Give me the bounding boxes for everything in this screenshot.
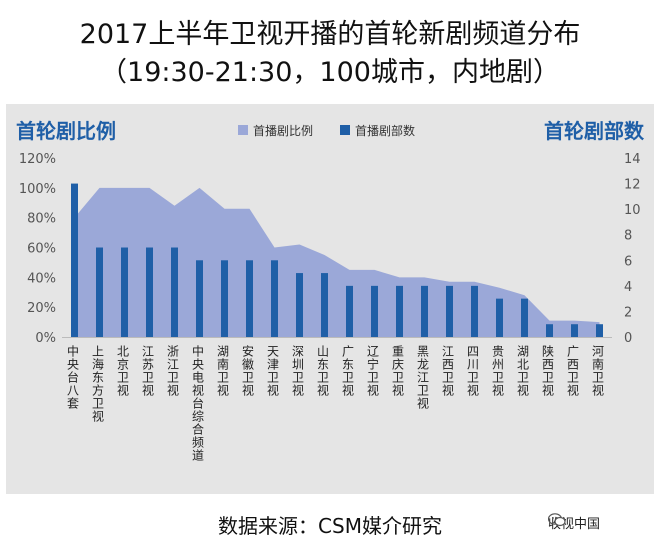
right-tick-label: 0: [624, 331, 632, 346]
legend-label-bar: 首播剧部数: [355, 123, 415, 138]
category-label: 河南卫视: [591, 345, 605, 397]
category-label: 安徽卫视: [241, 344, 255, 397]
category-label: 江苏卫视: [141, 345, 155, 397]
bar-7: [246, 260, 253, 337]
category-label: 北京卫视: [116, 345, 130, 397]
category-label: 山东卫视: [316, 345, 330, 397]
bar-17: [496, 298, 503, 337]
right-tick-label: 8: [624, 229, 632, 244]
bar-19: [546, 324, 553, 337]
left-tick-label: 120%: [19, 152, 56, 167]
legend-label-area: 首播剧比例: [253, 124, 313, 138]
category-label: 重庆卫视: [391, 345, 405, 397]
bar-15: [446, 285, 453, 337]
category-label: 天津卫视: [266, 345, 280, 397]
category-label: 深圳卫视: [291, 345, 305, 397]
bar-16: [471, 285, 478, 337]
category-label: 四川卫视: [466, 345, 480, 397]
right-tick-label: 6: [624, 254, 632, 269]
right-axis-title: 首轮剧部数: [544, 119, 645, 143]
bar-9: [296, 273, 303, 337]
category-label: 黑龙江卫视: [416, 345, 430, 410]
right-tick-label: 10: [624, 203, 641, 218]
chart-title: 2017上半年卫视开播的首轮新剧频道分布: [79, 19, 581, 50]
left-tick-label: 20%: [27, 301, 56, 316]
bar-18: [521, 298, 528, 337]
right-tick-label: 12: [624, 178, 641, 193]
category-label: 贵州卫视: [491, 345, 505, 397]
bar-5: [196, 260, 203, 337]
watermark: 收视中国: [548, 513, 600, 532]
left-tick-label: 60%: [27, 242, 56, 257]
bar-3: [146, 247, 153, 337]
category-label: 浙江卫视: [166, 345, 180, 397]
chart-subtitle: （19:30-21:30，100城市，内地剧）: [100, 57, 560, 88]
category-label: 辽宁卫视: [366, 345, 380, 397]
category-label: 中央台八套: [66, 344, 80, 410]
right-tick-label: 2: [624, 305, 632, 320]
legend-swatch-bar: [340, 125, 350, 135]
category-label: 湖南卫视: [216, 344, 230, 397]
bar-10: [321, 273, 328, 337]
bar-4: [171, 247, 178, 337]
left-tick-label: 80%: [27, 212, 56, 227]
bar-11: [346, 285, 353, 337]
category-label: 中央电视台综合频道: [191, 344, 205, 462]
left-tick-label: 40%: [27, 271, 56, 286]
bar-2: [121, 247, 128, 337]
left-tick-label: 0%: [35, 331, 56, 346]
category-label: 广西卫视: [566, 345, 580, 397]
bar-6: [221, 260, 228, 337]
bar-12: [371, 285, 378, 337]
bar-20: [571, 324, 578, 337]
area-series-share: [74, 187, 600, 337]
bar-0: [71, 183, 78, 337]
category-label: 广东卫视: [341, 345, 355, 397]
legend-swatch-area: [238, 125, 248, 135]
left-tick-label: 100%: [19, 182, 56, 197]
chart-panel: 首轮剧比例 首轮剧部数 首播剧比例 首播剧部数 0% 20% 40% 60% 80% 100% 12…: [6, 104, 654, 494]
bar-14: [421, 285, 428, 337]
bar-21: [596, 324, 603, 337]
wechat-icon: [548, 513, 566, 527]
right-tick-label: 14: [624, 152, 641, 167]
category-label: 江西卫视: [441, 345, 455, 397]
bar-8: [271, 260, 278, 337]
source-note: 数据来源：CSM媒介研究: [218, 514, 442, 538]
bar-1: [96, 247, 103, 337]
right-tick-label: 4: [624, 280, 632, 295]
category-label: 上海东方卫视: [91, 345, 105, 423]
chart-svg: 首轮剧比例 首轮剧部数 首播剧比例 首播剧部数 0% 20% 40% 60% 80% 100% 12…: [16, 119, 645, 462]
category-label: 陕西卫视: [541, 344, 555, 397]
bar-13: [396, 285, 403, 337]
left-axis-title: 首轮剧比例: [16, 119, 116, 143]
category-label: 湖北卫视: [516, 344, 530, 397]
